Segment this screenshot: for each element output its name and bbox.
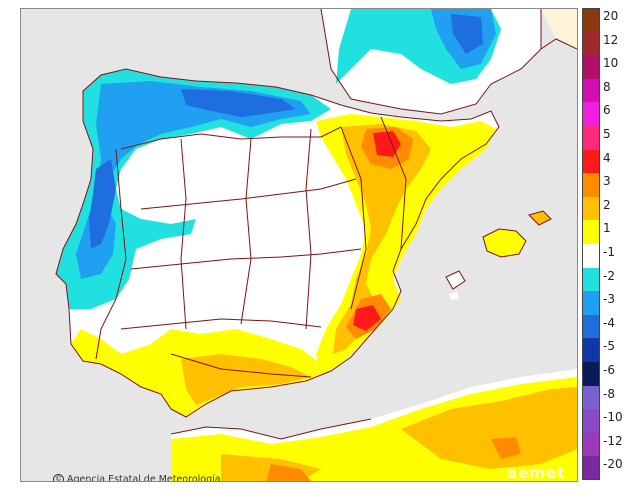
legend-label: 3 — [603, 174, 611, 189]
legend-label: -8 — [603, 386, 615, 401]
cool-anomaly-north-strong — [89, 89, 296, 249]
legend-swatch — [582, 291, 600, 316]
legend-label: -12 — [603, 433, 623, 448]
legend-swatch — [582, 126, 600, 151]
credit-line: © Agencia Estatal de Meteorología — [53, 474, 221, 482]
legend-swatch — [582, 196, 600, 221]
mallorca-land — [483, 229, 526, 257]
legend-swatch — [582, 149, 600, 174]
legend-swatch — [582, 173, 600, 198]
legend-label: -20 — [603, 457, 623, 472]
warm-anomaly-africa-mid — [221, 387, 577, 481]
copyright-icon: © — [53, 474, 64, 481]
warm-anomaly-east-hot — [353, 131, 401, 331]
legend-swatch — [582, 8, 600, 33]
formentera-land — [449, 292, 459, 300]
legend-label: 12 — [603, 32, 619, 47]
legend: 20 12 10 8 6 5 4 3 2 1 -1 -2 -3 -4 -5 -6 -8 -10 -12 -20 — [582, 8, 628, 481]
legend-swatch — [582, 385, 600, 410]
legend-label: 5 — [603, 127, 611, 141]
legend-swatch — [582, 31, 600, 56]
legend-label: -6 — [603, 363, 615, 377]
legend-swatch — [582, 362, 600, 387]
legend-swatch — [582, 102, 600, 127]
warm-anomaly-africa-strong — [266, 437, 521, 481]
legend-label: -5 — [603, 339, 615, 354]
legend-swatch — [582, 244, 600, 269]
legend-swatch — [582, 78, 600, 103]
legend-label: 10 — [603, 56, 619, 71]
country-borders — [320, 9, 577, 115]
legend-swatch — [582, 409, 600, 434]
legend-swatch — [582, 432, 600, 457]
warm-anomaly-east-strong — [346, 127, 413, 339]
watermark-logo: aemet — [507, 464, 566, 482]
legend-swatch — [582, 55, 600, 80]
legend-swatch — [582, 220, 600, 245]
cool-anomaly-north-mid — [76, 81, 311, 279]
legend-swatch — [582, 456, 600, 481]
map-canvas — [21, 9, 577, 481]
east-land — [541, 9, 577, 49]
warm-anomaly-east-mid — [333, 124, 431, 354]
legend-label: 8 — [603, 79, 611, 94]
legend-swatch — [582, 314, 600, 339]
legend-label: 6 — [603, 103, 611, 118]
legend-label: 4 — [603, 150, 611, 165]
legend-label: -2 — [603, 268, 615, 283]
legend-label: -4 — [603, 315, 615, 330]
temperature-anomaly-map: © Agencia Estatal de Meteorología aemet — [20, 8, 578, 482]
region-borders — [55, 68, 552, 440]
legend-label: 2 — [603, 197, 611, 212]
legend-label: -10 — [603, 410, 623, 425]
legend-label: -3 — [603, 292, 615, 307]
legend-swatch — [582, 267, 600, 292]
legend-label: -1 — [603, 245, 615, 259]
legend-label: 20 — [603, 9, 619, 23]
legend-label: 1 — [603, 221, 611, 236]
cool-anomaly-france-strong — [451, 14, 483, 54]
legend-swatch — [582, 338, 600, 363]
credit-text: Agencia Estatal de Meteorología — [67, 474, 221, 482]
